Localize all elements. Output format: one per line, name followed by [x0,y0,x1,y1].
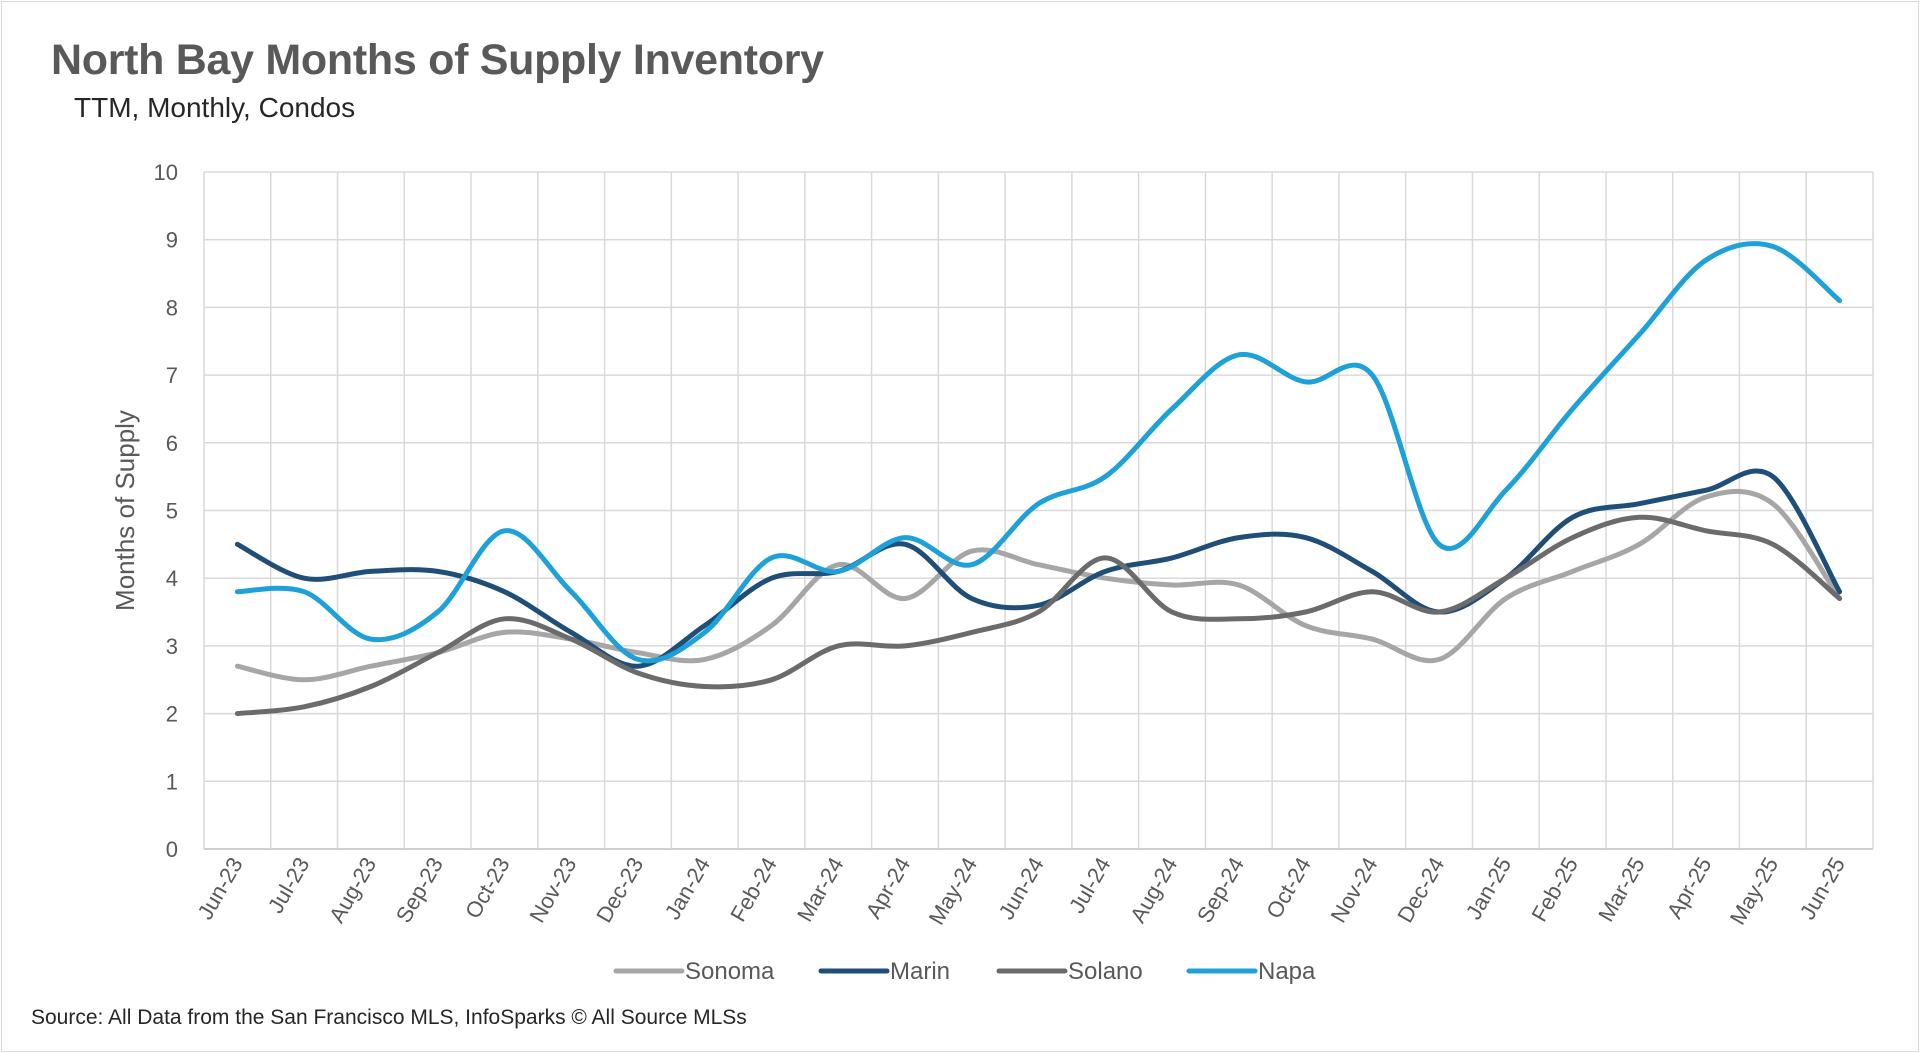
x-tick-label: Jan-25 [1461,853,1516,924]
x-tick-label: Nov-23 [524,853,581,927]
source-note: Source: All Data from the San Francisco … [31,1006,747,1029]
series-line-sonoma [234,488,1843,683]
x-tick-label: Apr-25 [1662,853,1717,923]
y-tick-label: 6 [166,431,178,456]
x-tick-label: Mar-24 [792,853,848,926]
x-tick-label: Jun-25 [1795,853,1850,924]
legend-label-solano: Solano [1068,958,1143,985]
x-tick-label: Apr-24 [861,853,916,923]
x-tick-label: Sep-24 [1192,853,1249,927]
series-lines [234,241,1843,717]
legend-label-marin: Marin [890,958,950,985]
x-tick-label: Feb-24 [725,853,782,926]
x-tick-label: May-25 [1725,853,1783,929]
y-axis-label: Months of Supply [110,410,140,611]
x-tick-label: Jun-24 [994,853,1049,924]
x-tick-label: Oct-23 [460,853,515,923]
y-tick-label: 1 [166,769,178,794]
series-line-marin [234,468,1843,669]
x-tick-label: Sep-23 [391,853,448,927]
y-tick-label: 7 [166,363,178,388]
x-tick-label: Oct-24 [1261,853,1316,923]
x-tick-label: Mar-25 [1593,853,1649,926]
x-tick-label: Jul-24 [1064,853,1116,917]
y-tick-label: 10 [154,160,178,185]
y-tick-label: 3 [166,634,178,659]
x-tick-label: Dec-23 [591,853,648,927]
x-tick-label: Aug-24 [1125,853,1182,927]
x-tick-label: Nov-24 [1326,853,1383,927]
y-tick-label: 0 [166,837,178,862]
y-tick-label: 5 [166,499,178,524]
chart-subtitle: TTM, Monthly, Condos [74,92,356,123]
y-tick-label: 2 [166,702,178,727]
legend-label-sonoma: Sonoma [685,958,775,985]
legend: Sonoma Marin Solano Napa [613,958,1316,985]
x-tick-label: Jan-24 [660,853,715,924]
x-tick-label: Aug-23 [324,853,381,927]
series-line-solano [234,514,1843,717]
x-tick-label: Jun-23 [192,853,247,924]
y-tick-label: 8 [166,295,178,320]
gridlines [203,171,1874,850]
x-tick-label: May-24 [924,853,982,929]
y-tick-label: 9 [166,228,178,253]
x-tick-label: Dec-24 [1392,853,1449,927]
legend-label-napa: Napa [1258,958,1316,985]
y-axis-ticks: 0 1 2 3 4 5 6 7 8 9 10 [154,160,178,862]
chart-title: North Bay Months of Supply Inventory [51,36,824,84]
x-tick-label: Jul-23 [263,853,315,917]
x-axis-ticks: Jun-23 Jul-23 Aug-23 Sep-23 Oct-23 Nov-23 Dec-… [192,853,1850,929]
x-tick-label: Feb-25 [1526,853,1583,926]
y-tick-label: 4 [166,566,178,591]
series-line-napa [234,241,1843,664]
